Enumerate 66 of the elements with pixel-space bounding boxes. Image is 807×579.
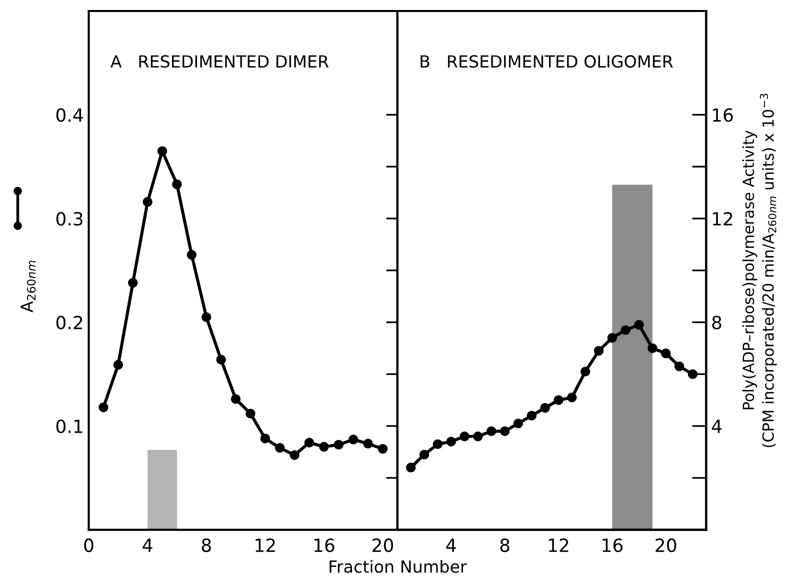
y2-axis-title: Poly(ADP–ribose)polymerase Activity (CPM incorporated/20 min/A$_{260nm}$ units) x 10$^{−3}$	[742, 94, 777, 448]
y-tick-label: 0.2	[56, 316, 82, 330]
point	[172, 179, 182, 190]
text: A RESEDIMENTED DIMER	[110, 55, 329, 68]
x-tick-label: 20	[372, 538, 394, 552]
text: B RESEDIMENTED OLIGOMER	[420, 55, 673, 68]
point	[446, 436, 456, 446]
x-tick-label: 0	[84, 538, 94, 552]
point	[246, 408, 256, 418]
point	[128, 278, 138, 288]
x-tick-label: 12	[548, 538, 568, 552]
x-tick-label: 12	[256, 538, 275, 552]
y-tick-label: 0.1	[56, 419, 82, 434]
point	[620, 325, 630, 335]
point	[98, 402, 108, 412]
x-tick-label: 8	[202, 538, 211, 552]
point	[113, 360, 124, 370]
point	[460, 432, 470, 442]
y2-tick-label: 16	[712, 108, 733, 122]
point	[554, 395, 564, 405]
point	[486, 426, 496, 436]
x-tick-label: 20	[656, 538, 676, 552]
x-axis-title: Fraction Number	[330, 560, 467, 573]
y2-tick-label: 12	[712, 212, 732, 226]
point	[274, 442, 285, 453]
point	[473, 432, 483, 442]
x-tick-label: 16	[314, 538, 334, 552]
x-tick-label: 8	[500, 538, 510, 552]
y-tick-label: 0.3	[56, 212, 82, 226]
point	[674, 362, 684, 372]
y2-tick-label: 8	[712, 316, 722, 330]
point	[290, 450, 300, 460]
point	[202, 312, 212, 322]
point	[319, 442, 329, 452]
point	[186, 250, 197, 260]
point	[230, 394, 241, 404]
point	[378, 444, 388, 454]
point	[363, 438, 373, 449]
point	[432, 439, 443, 450]
point	[567, 392, 577, 402]
point	[513, 418, 524, 428]
point	[142, 197, 152, 207]
x-tick-label: 16	[602, 538, 623, 552]
point	[500, 426, 510, 436]
point	[419, 450, 430, 460]
point	[526, 410, 537, 421]
point	[607, 332, 618, 343]
y2-tick-label: 4	[712, 420, 722, 433]
y-tick-label: 0.4	[56, 108, 83, 122]
point	[688, 369, 698, 380]
point	[157, 146, 168, 156]
point	[260, 434, 270, 444]
point	[540, 403, 550, 413]
point	[334, 440, 344, 450]
point	[661, 348, 671, 358]
point	[648, 343, 658, 354]
point	[348, 434, 358, 444]
point	[580, 366, 590, 376]
x-tick-label: 4	[142, 538, 152, 552]
point	[304, 438, 314, 448]
point	[634, 320, 644, 330]
point	[406, 462, 416, 472]
point	[216, 354, 226, 364]
point	[594, 346, 604, 356]
x-tick-label: 4	[446, 538, 456, 552]
y-axis-title: A$_{260nm}$	[20, 260, 36, 312]
